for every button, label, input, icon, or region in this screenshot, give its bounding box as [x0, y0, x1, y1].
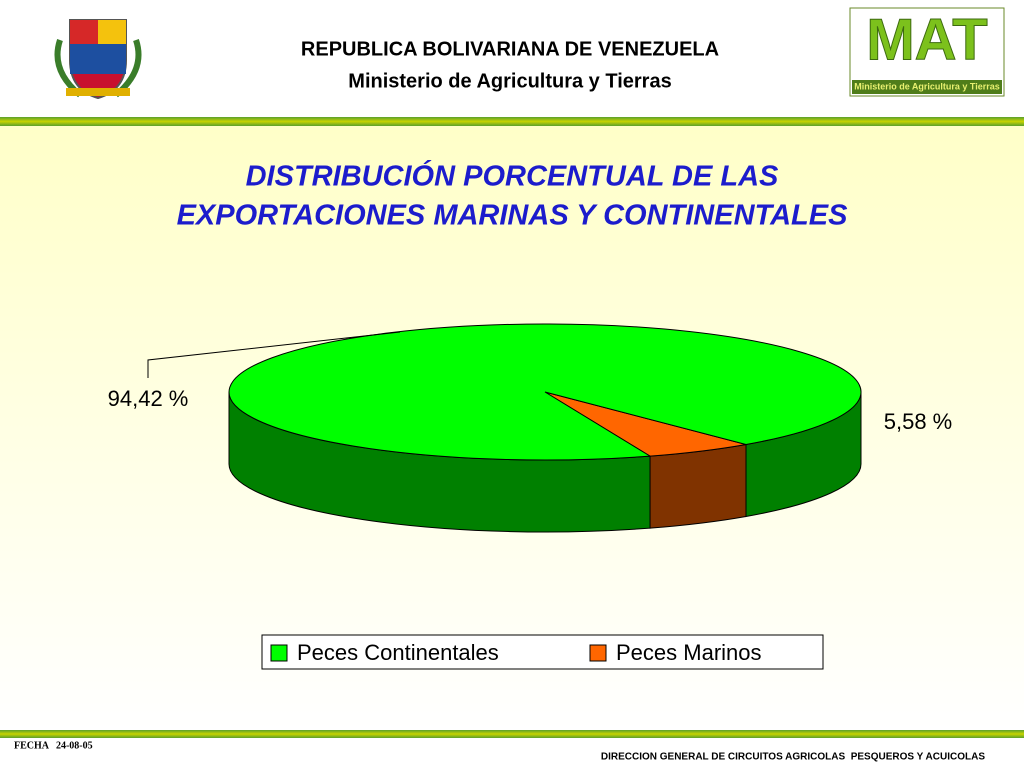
- pie: [228, 323, 862, 533]
- legend-label: Peces Continentales: [297, 640, 499, 665]
- footer-department: DIRECCION GENERAL DE CIRCUITOS AGRICOLAS…: [601, 752, 985, 763]
- header-line: REPUBLICA BOLIVARIANA DE VENEZUELA: [301, 38, 719, 60]
- footer-bg: [0, 738, 1024, 768]
- header-line: Ministerio de Agricultura y Tierras: [348, 70, 671, 92]
- coat-of-arms: [54, 19, 142, 100]
- header-bar: [0, 117, 1024, 126]
- logo-caption: Ministerio de Agricultura y Tierras: [854, 81, 1000, 91]
- data-label: 94,42 %: [108, 386, 189, 411]
- legend: [261, 634, 824, 670]
- legend-swatch: [270, 644, 288, 662]
- footer-date: FECHA 24-08-05: [14, 740, 93, 751]
- leader-line: [147, 331, 401, 378]
- chart-title: DISTRIBUCIÓN PORCENTUAL DE LAS: [246, 159, 779, 193]
- pie-slice: [228, 323, 862, 461]
- data-label: 5,58 %: [884, 409, 953, 434]
- footer-bar: [0, 730, 1024, 738]
- mat-logo: MAT Ministerio de Agricultura y Tierras: [849, 7, 1005, 97]
- legend-label: Peces Marinos: [616, 640, 762, 665]
- pie-side: [649, 443, 747, 529]
- logo-text: MAT: [866, 7, 987, 72]
- legend-swatch: [589, 644, 607, 662]
- chart-title: EXPORTACIONES MARINAS Y CONTINENTALES: [177, 200, 848, 232]
